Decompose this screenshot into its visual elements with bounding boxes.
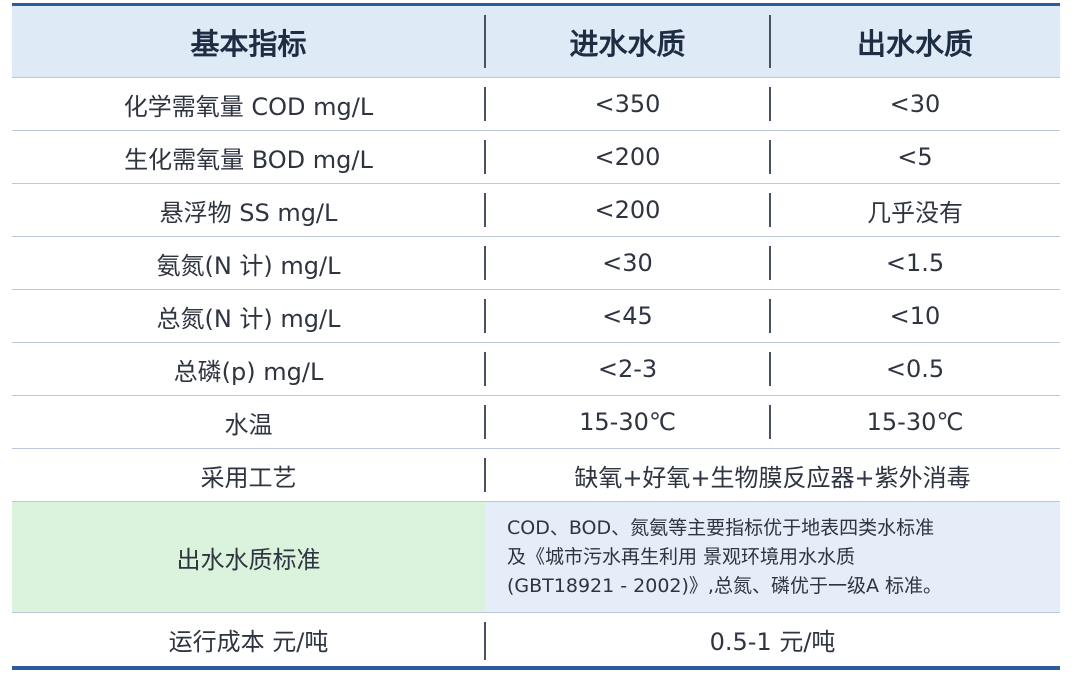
table-cell: 总氮(N 计) mg/L xyxy=(156,304,341,333)
table-cell: <200 xyxy=(594,196,661,224)
column-divider xyxy=(484,622,486,660)
column-divider xyxy=(769,352,771,386)
column-divider xyxy=(769,193,771,227)
text-line: COD、BOD、氮氨等主要指标优于地表四类水标准 xyxy=(507,516,935,539)
table-cell: 15-30℃ xyxy=(579,408,676,436)
column-divider xyxy=(484,405,486,439)
table-cell: <30 xyxy=(602,249,653,277)
table-cell: 水温 xyxy=(224,410,273,439)
table-row: 水温 15-30℃ 15-30℃ xyxy=(12,396,1060,449)
table-cell: 氨氮(N 计) mg/L xyxy=(156,251,341,280)
table-cell: 0.5-1 元/吨 xyxy=(709,628,836,656)
table-row: 生化需氧量 BOD mg/L <200 <5 xyxy=(12,131,1060,184)
table-row: 采用工艺 缺氧+好氧+生物膜反应器+紫外消毒 xyxy=(12,449,1060,502)
table: 基本指标 进水水质 出水水质化学需氧量 COD mg/L <350 <30 生化需氧量 B… xyxy=(12,3,1060,670)
column-divider xyxy=(484,15,486,68)
column-divider xyxy=(769,87,771,121)
table-cell: 几乎没有 xyxy=(867,198,963,227)
column-divider xyxy=(769,405,771,439)
table-cell: <45 xyxy=(602,302,653,330)
header-cell: 出水水质 xyxy=(856,26,973,61)
text-line: (GBT18921 - 2002)》,总氮、磷优于一级A 标准。 xyxy=(507,574,942,597)
table-cell: <0.5 xyxy=(885,355,945,383)
table-cell: <350 xyxy=(594,90,661,118)
column-divider xyxy=(484,352,486,386)
header-row: 基本指标 进水水质 出水水质 xyxy=(12,6,1060,78)
table-row: 氨氮(N 计) mg/L <30 <1.5 xyxy=(12,237,1060,290)
table-cell: 悬浮物 SS mg/L xyxy=(159,198,338,227)
table-row: 总磷(p) mg/L <2-3 <0.5 xyxy=(12,343,1060,396)
header-cell: 基本指标 xyxy=(190,26,307,61)
table-row: 总氮(N 计) mg/L <45 <10 xyxy=(12,290,1060,343)
table-row: 运行成本 元/吨 0.5-1 元/吨 xyxy=(12,613,1060,670)
column-divider xyxy=(484,246,486,280)
text-line: 及《城市污水再生利用 景观环境用水水质 xyxy=(507,545,856,568)
table-cell: 生化需氧量 BOD mg/L xyxy=(124,145,373,174)
header-cell: 进水水质 xyxy=(569,26,686,61)
table-cell: 采用工艺 xyxy=(200,463,297,492)
table-cell: <10 xyxy=(889,302,941,330)
table-cell: <5 xyxy=(897,143,933,171)
table-cell: <1.5 xyxy=(885,249,945,277)
table-cell: 运行成本 元/吨 xyxy=(168,628,329,656)
table-cell: 15-30℃ xyxy=(866,408,964,436)
column-divider xyxy=(484,458,486,492)
column-divider xyxy=(769,246,771,280)
table-cell: 缺氧+好氧+生物膜反应器+紫外消毒 xyxy=(574,463,971,492)
column-divider xyxy=(769,299,771,333)
column-divider xyxy=(769,15,771,68)
table-cell: 出水水质标准 xyxy=(12,502,485,612)
table-cell: <30 xyxy=(889,90,941,118)
table-row: 化学需氧量 COD mg/L <350 <30 xyxy=(12,78,1060,131)
column-divider xyxy=(484,140,486,174)
column-divider xyxy=(484,193,486,227)
column-divider xyxy=(484,87,486,121)
table-cell: 总磷(p) mg/L xyxy=(173,357,324,386)
table-cell: <2-3 xyxy=(597,355,658,383)
table-row: 悬浮物 SS mg/L <200 几乎没有 xyxy=(12,184,1060,237)
table-cell: COD、BOD、氮氨等主要指标优于地表四类水标准 及《城市污水再生利用 景观环境用… xyxy=(485,502,1060,612)
table-row: 出水水质标准 COD、BOD、氮氨等主要指标优于地表四类水标准 及《城市污水再生利用… xyxy=(12,502,1060,613)
table-cell: 化学需氧量 COD mg/L xyxy=(123,92,374,121)
table-cell: <200 xyxy=(594,143,661,171)
column-divider xyxy=(484,299,486,333)
column-divider xyxy=(769,140,771,174)
